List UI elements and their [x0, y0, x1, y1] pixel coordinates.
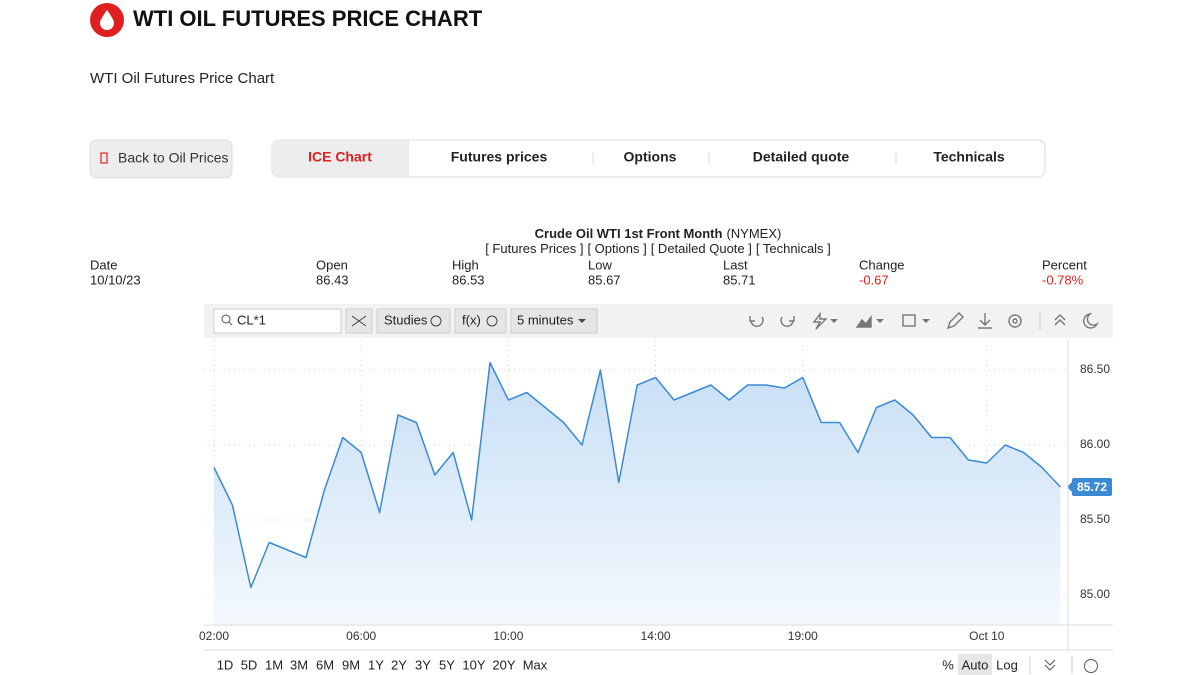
expand-icon[interactable]	[1044, 659, 1056, 671]
range-button[interactable]: 10Y	[462, 657, 485, 672]
quote-name: Crude Oil WTI 1st Front Month	[535, 226, 723, 241]
page-title: WTI OIL FUTURES PRICE CHART	[133, 6, 483, 31]
quote-title: Crude Oil WTI 1st Front Month (NYMEX)	[535, 226, 782, 241]
scale-option[interactable]: Auto	[962, 657, 989, 672]
tab-active-bg	[272, 140, 409, 177]
quote-link[interactable]: [ Options ]	[587, 241, 646, 256]
x-tick-label: 19:00	[788, 629, 818, 643]
quote-link[interactable]: [ Technicals ]	[756, 241, 831, 256]
y-tick-label: 86.00	[1080, 437, 1110, 451]
x-tick-label: 02:00	[199, 629, 229, 643]
scale-option[interactable]: %	[942, 657, 954, 672]
quote-link[interactable]: [ Detailed Quote ]	[651, 241, 752, 256]
compare-icon	[351, 315, 367, 327]
field-value: -0.67	[859, 272, 889, 287]
last-price-label: 85.72	[1077, 480, 1107, 494]
back-label[interactable]: Back to Oil Prices	[118, 150, 228, 166]
interval-label[interactable]: 5 minutes	[517, 312, 574, 327]
range-button[interactable]: 20Y	[492, 657, 515, 672]
search-icon-handle	[228, 321, 233, 326]
field-label: Low	[588, 257, 612, 272]
tab[interactable]: Detailed quote	[753, 149, 850, 165]
range-button[interactable]: Max	[523, 657, 548, 672]
studies-label[interactable]: Studies	[384, 312, 428, 327]
field-label: Open	[316, 257, 348, 272]
y-tick-label: 85.50	[1080, 512, 1110, 526]
quote-exchange: (NYMEX)	[726, 226, 781, 241]
quote-links: [ Futures Prices ] [ Options ] [ Detailed …	[485, 241, 831, 256]
range-button[interactable]: 1M	[265, 657, 283, 672]
range-button[interactable]: 1D	[217, 657, 234, 672]
subtitle: WTI Oil Futures Price Chart	[90, 70, 275, 87]
field-label: Change	[859, 257, 905, 272]
fx-label[interactable]: f(x)	[462, 312, 481, 327]
range-button[interactable]: 1Y	[368, 657, 384, 672]
field-label: Date	[90, 257, 117, 272]
dropdown-icon	[578, 319, 586, 323]
field-label: Last	[723, 257, 748, 272]
range-button[interactable]: 5D	[241, 657, 258, 672]
back-icon	[100, 152, 108, 164]
plus-icon	[430, 315, 442, 327]
x-tick-label: 14:00	[641, 629, 671, 643]
x-tick-label: 10:00	[493, 629, 523, 643]
tab[interactable]: Technicals	[933, 149, 1005, 165]
range-button[interactable]: 3M	[290, 657, 308, 672]
tab[interactable]: ICE Chart	[308, 149, 372, 165]
symbol-input[interactable]	[213, 308, 342, 334]
x-tick-label: 06:00	[346, 629, 376, 643]
tab[interactable]: Options	[624, 149, 677, 165]
field-value: -0.78%	[1042, 272, 1084, 287]
symbol-text[interactable]: CL*1	[237, 312, 266, 327]
x-tick-label: Oct 10	[969, 629, 1005, 643]
field-label: Percent	[1042, 257, 1087, 272]
line	[213, 361, 1061, 589]
studies-button[interactable]	[376, 308, 451, 334]
y-tick-label: 85.00	[1080, 587, 1110, 601]
search-icon	[221, 314, 231, 324]
field-value: 10/10/23	[90, 272, 141, 287]
field-value: 85.67	[588, 272, 621, 287]
range-button[interactable]: 3Y	[415, 657, 431, 672]
toolbar-carets	[830, 319, 930, 323]
drop-icon	[100, 10, 114, 30]
last-price-tag	[1072, 478, 1112, 496]
help-icon[interactable]	[1084, 659, 1098, 673]
last-price-pointer	[1067, 482, 1072, 492]
back-button[interactable]	[89, 139, 233, 179]
auto-active-bg	[958, 654, 992, 675]
quote-link[interactable]: [ Futures Prices ]	[485, 241, 583, 256]
range-button[interactable]: 5Y	[439, 657, 455, 672]
field-value: 86.53	[452, 272, 485, 287]
area	[214, 362, 1061, 625]
range-button[interactable]: 2Y	[391, 657, 407, 672]
tab[interactable]: Futures prices	[451, 149, 548, 165]
range-button[interactable]: 9M	[342, 657, 360, 672]
field-label: High	[452, 257, 479, 272]
scale-option[interactable]: Log	[996, 657, 1018, 672]
toolbar-icons	[749, 311, 1099, 330]
field-value: 85.71	[723, 272, 756, 287]
range-button[interactable]: 6M	[316, 657, 334, 672]
plus-icon	[486, 315, 498, 327]
field-value: 86.43	[316, 272, 349, 287]
y-tick-label: 86.50	[1080, 362, 1110, 376]
